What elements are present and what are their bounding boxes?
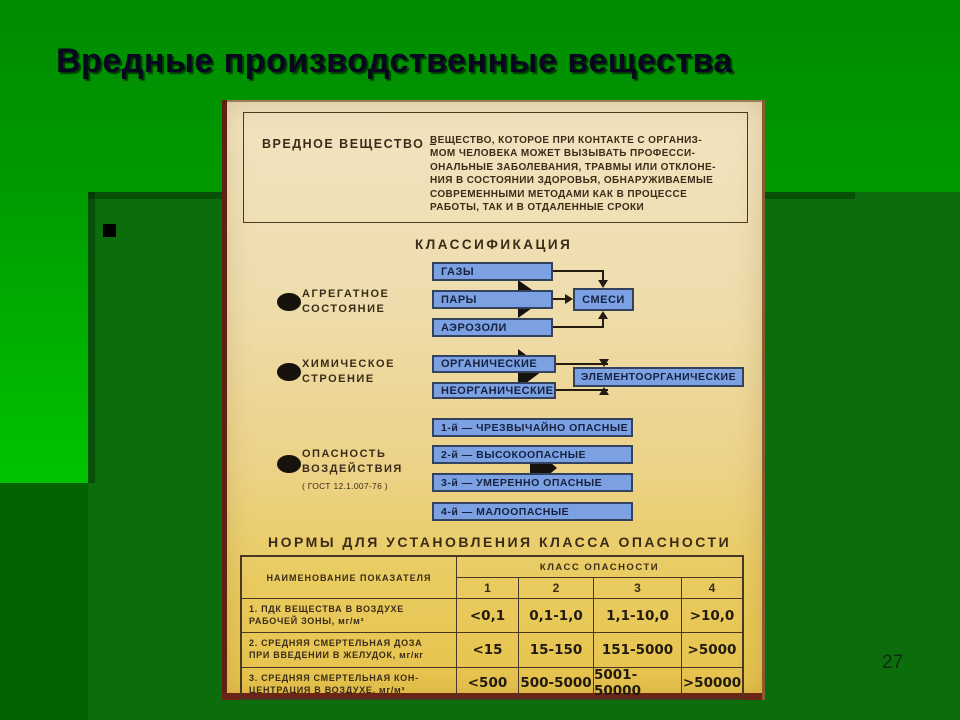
definition-text: ВЕЩЕСТВО, КОТОРОЕ ПРИ КОНТАКТЕ С ОРГАНИЗ… [430,134,735,214]
connector-line [553,298,567,300]
box-class1: 1-й — ЧРЕЗВЫЧАЙНО ОПАСНЫЕ [432,418,633,437]
row-name: 2. СРЕДНЯЯ СМЕРТЕЛЬНАЯ ДОЗА ПРИ ВВЕДЕНИИ… [242,633,457,667]
poster-edge-bottom [222,693,765,700]
box-organoelement: ЭЛЕМЕНТООРГАНИЧЕСКИЕ [573,367,744,387]
scanned-poster: ВРЕДНОЕ ВЕЩЕСТВО – ВЕЩЕСТВО, КОТОРОЕ ПРИ… [222,100,765,700]
slide-title: Вредные производственные вещества [56,42,733,80]
left-green-column [0,192,88,483]
bullet-dot-icon [277,455,301,473]
class-number: 4 [708,581,716,595]
definition-line: МОМ ЧЕЛОВЕКА МОЖЕТ ВЫЗЫВАТЬ ПРОФЕССИ- [430,148,696,160]
table-row: 3. СРЕДНЯЯ СМЕРТЕЛЬНАЯ КОН- ЦЕНТРАЦИЯ В … [242,667,742,699]
norms-table-title: НОРМЫ ДЛЯ УСТАНОВЛЕНИЯ КЛАССА ОПАСНОСТИ [268,534,732,550]
column-header-class-group: КЛАСС ОПАСНОСТИ 1 2 3 4 [457,557,742,598]
poster-edge-top [222,100,765,102]
table-row: 1. ПДК ВЕЩЕСТВА В ВОЗДУХЕ РАБОЧЕЙ ЗОНЫ, … [242,598,742,632]
arrowhead-right-icon [565,294,573,304]
connector-line [602,270,604,282]
definition-line: СОВРЕМЕННЫМИ МЕТОДАМИ КАК В ПРОЦЕССЕ [430,188,688,200]
connector-line [556,363,608,365]
page-number: 27 [882,652,904,673]
connector-line [556,389,608,391]
box-class2: 2-й — ВЫСОКООПАСНЫЕ [432,445,633,464]
column-header-indicator: НАИМЕНОВАНИЕ ПОКАЗАТЕЛЯ [242,557,457,598]
cell-value: 1,1-10,0 [594,599,682,632]
definition-line: НИЯ В СОСТОЯНИИ ЗДОРОВЬЯ, ОБНАРУЖИВАЕМЫЕ [430,175,714,187]
group-label-hazard: ОПАСНОСТЬ ВОЗДЕЙСТВИЯ ( ГОСТ 12.1.007-76… [302,447,403,494]
bullet-dot-icon [277,363,301,381]
box-vapors: ПАРЫ [432,290,553,309]
arrowhead-up-icon [599,387,609,395]
arrowhead-up-icon [598,311,608,319]
row-name-line: ЦЕНТРАЦИЯ В ВОЗДУХЕ, мг/м³ [249,684,406,695]
definition-term: ВРЕДНОЕ ВЕЩЕСТВО – [262,137,438,151]
norms-table: НАИМЕНОВАНИЕ ПОКАЗАТЕЛЯ КЛАСС ОПАСНОСТИ … [240,555,744,700]
cell-value: <15 [457,633,519,667]
row-name-line: 3. СРЕДНЯЯ СМЕРТЕЛЬНАЯ КОН- [249,673,419,683]
gost-note: ( ГОСТ 12.1.007-76 ) [302,481,388,491]
group-label-line: СОСТОЯНИЕ [302,303,386,315]
classification-heading: КЛАССИФИКАЦИЯ [415,237,573,252]
box-class4: 4-й — МАЛООПАСНЫЕ [432,502,633,521]
column-header-class: КЛАСС ОПАСНОСТИ [457,557,742,578]
row-name-line: РАБОЧЕЙ ЗОНЫ, мг/м³ [249,615,365,626]
definition-line: ОНАЛЬНЫЕ ЗАБОЛЕВАНИЯ, ТРАВМЫ ИЛИ ОТКЛОНЕ… [430,161,716,173]
cell-value: 0,1-1,0 [519,599,594,632]
arrowhead-down-icon [599,359,609,367]
connector-line [553,270,604,272]
bottom-left-panel [0,483,88,720]
poster-edge-left [222,100,227,700]
cell-value: <0,1 [457,599,519,632]
arrowhead-down-icon [598,280,608,288]
box-organic: ОРГАНИЧЕСКИЕ [432,355,556,373]
box-aerosols: АЭРОЗОЛИ [432,318,553,337]
box-inorganic: НЕОРГАНИЧЕСКИЕ [432,382,556,399]
group-label-line: ХИМИЧЕСКОЕ [302,358,395,370]
definition-box [243,112,748,223]
connector-line [553,326,604,328]
poster-edge-right [762,100,765,700]
class-number: 3 [594,578,682,598]
cell-value: >10,0 [689,607,735,624]
box-mixtures: СМЕСИ [573,288,634,311]
cell-value: <500 [457,668,519,698]
cell-value: 15-150 [519,633,594,667]
definition-line: РАБОТЫ, ТАК И В ОТДАЛЕННЫЕ СРОКИ [430,202,645,214]
panel-left-shadow [88,192,95,483]
cell-value: 5001-50000 [594,667,682,699]
table-header-row: НАИМЕНОВАНИЕ ПОКАЗАТЕЛЯ КЛАСС ОПАСНОСТИ … [242,557,742,598]
bullet-dot-icon [277,293,301,311]
row-name-line: 1. ПДК ВЕЩЕСТВА В ВОЗДУХЕ [249,604,404,614]
box-gases: ГАЗЫ [432,262,553,281]
cell-value: >5000 [687,642,737,658]
group-label-line: ОПАСНОСТЬ [302,448,387,460]
table-row: 2. СРЕДНЯЯ СМЕРТЕЛЬНАЯ ДОЗА ПРИ ВВЕДЕНИИ… [242,632,742,667]
row-name: 1. ПДК ВЕЩЕСТВА В ВОЗДУХЕ РАБОЧЕЙ ЗОНЫ, … [242,599,457,632]
row-name-line: 2. СРЕДНЯЯ СМЕРТЕЛЬНАЯ ДОЗА [249,638,423,648]
class-number: 2 [519,578,594,598]
group-label-aggregate: АГРЕГАТНОЕ СОСТОЯНИЕ [302,287,389,317]
connector-line [602,319,604,328]
box-class3: 3-й — УМЕРЕННО ОПАСНЫЕ [432,473,633,492]
class-number: 1 [457,578,519,598]
definition-line: ВЕЩЕСТВО, КОТОРОЕ ПРИ КОНТАКТЕ С ОРГАНИЗ… [430,135,703,146]
group-label-line: ВОЗДЕЙСТВИЯ [302,463,403,475]
cell-value: 500-5000 [519,668,594,698]
row-name-line: ПРИ ВВЕДЕНИИ В ЖЕЛУДОК, мг/кг [249,649,424,660]
list-bullet-square-icon [103,224,116,237]
group-label-line: АГРЕГАТНОЕ [302,288,390,300]
cell-value: 151-5000 [594,633,682,667]
group-label-line: СТРОЕНИЕ [302,373,375,385]
row-name: 3. СРЕДНЯЯ СМЕРТЕЛЬНАЯ КОН- ЦЕНТРАЦИЯ В … [242,668,457,698]
group-label-chemical: ХИМИЧЕСКОЕ СТРОЕНИЕ [302,357,395,387]
cell-value: >50000 [682,675,742,691]
